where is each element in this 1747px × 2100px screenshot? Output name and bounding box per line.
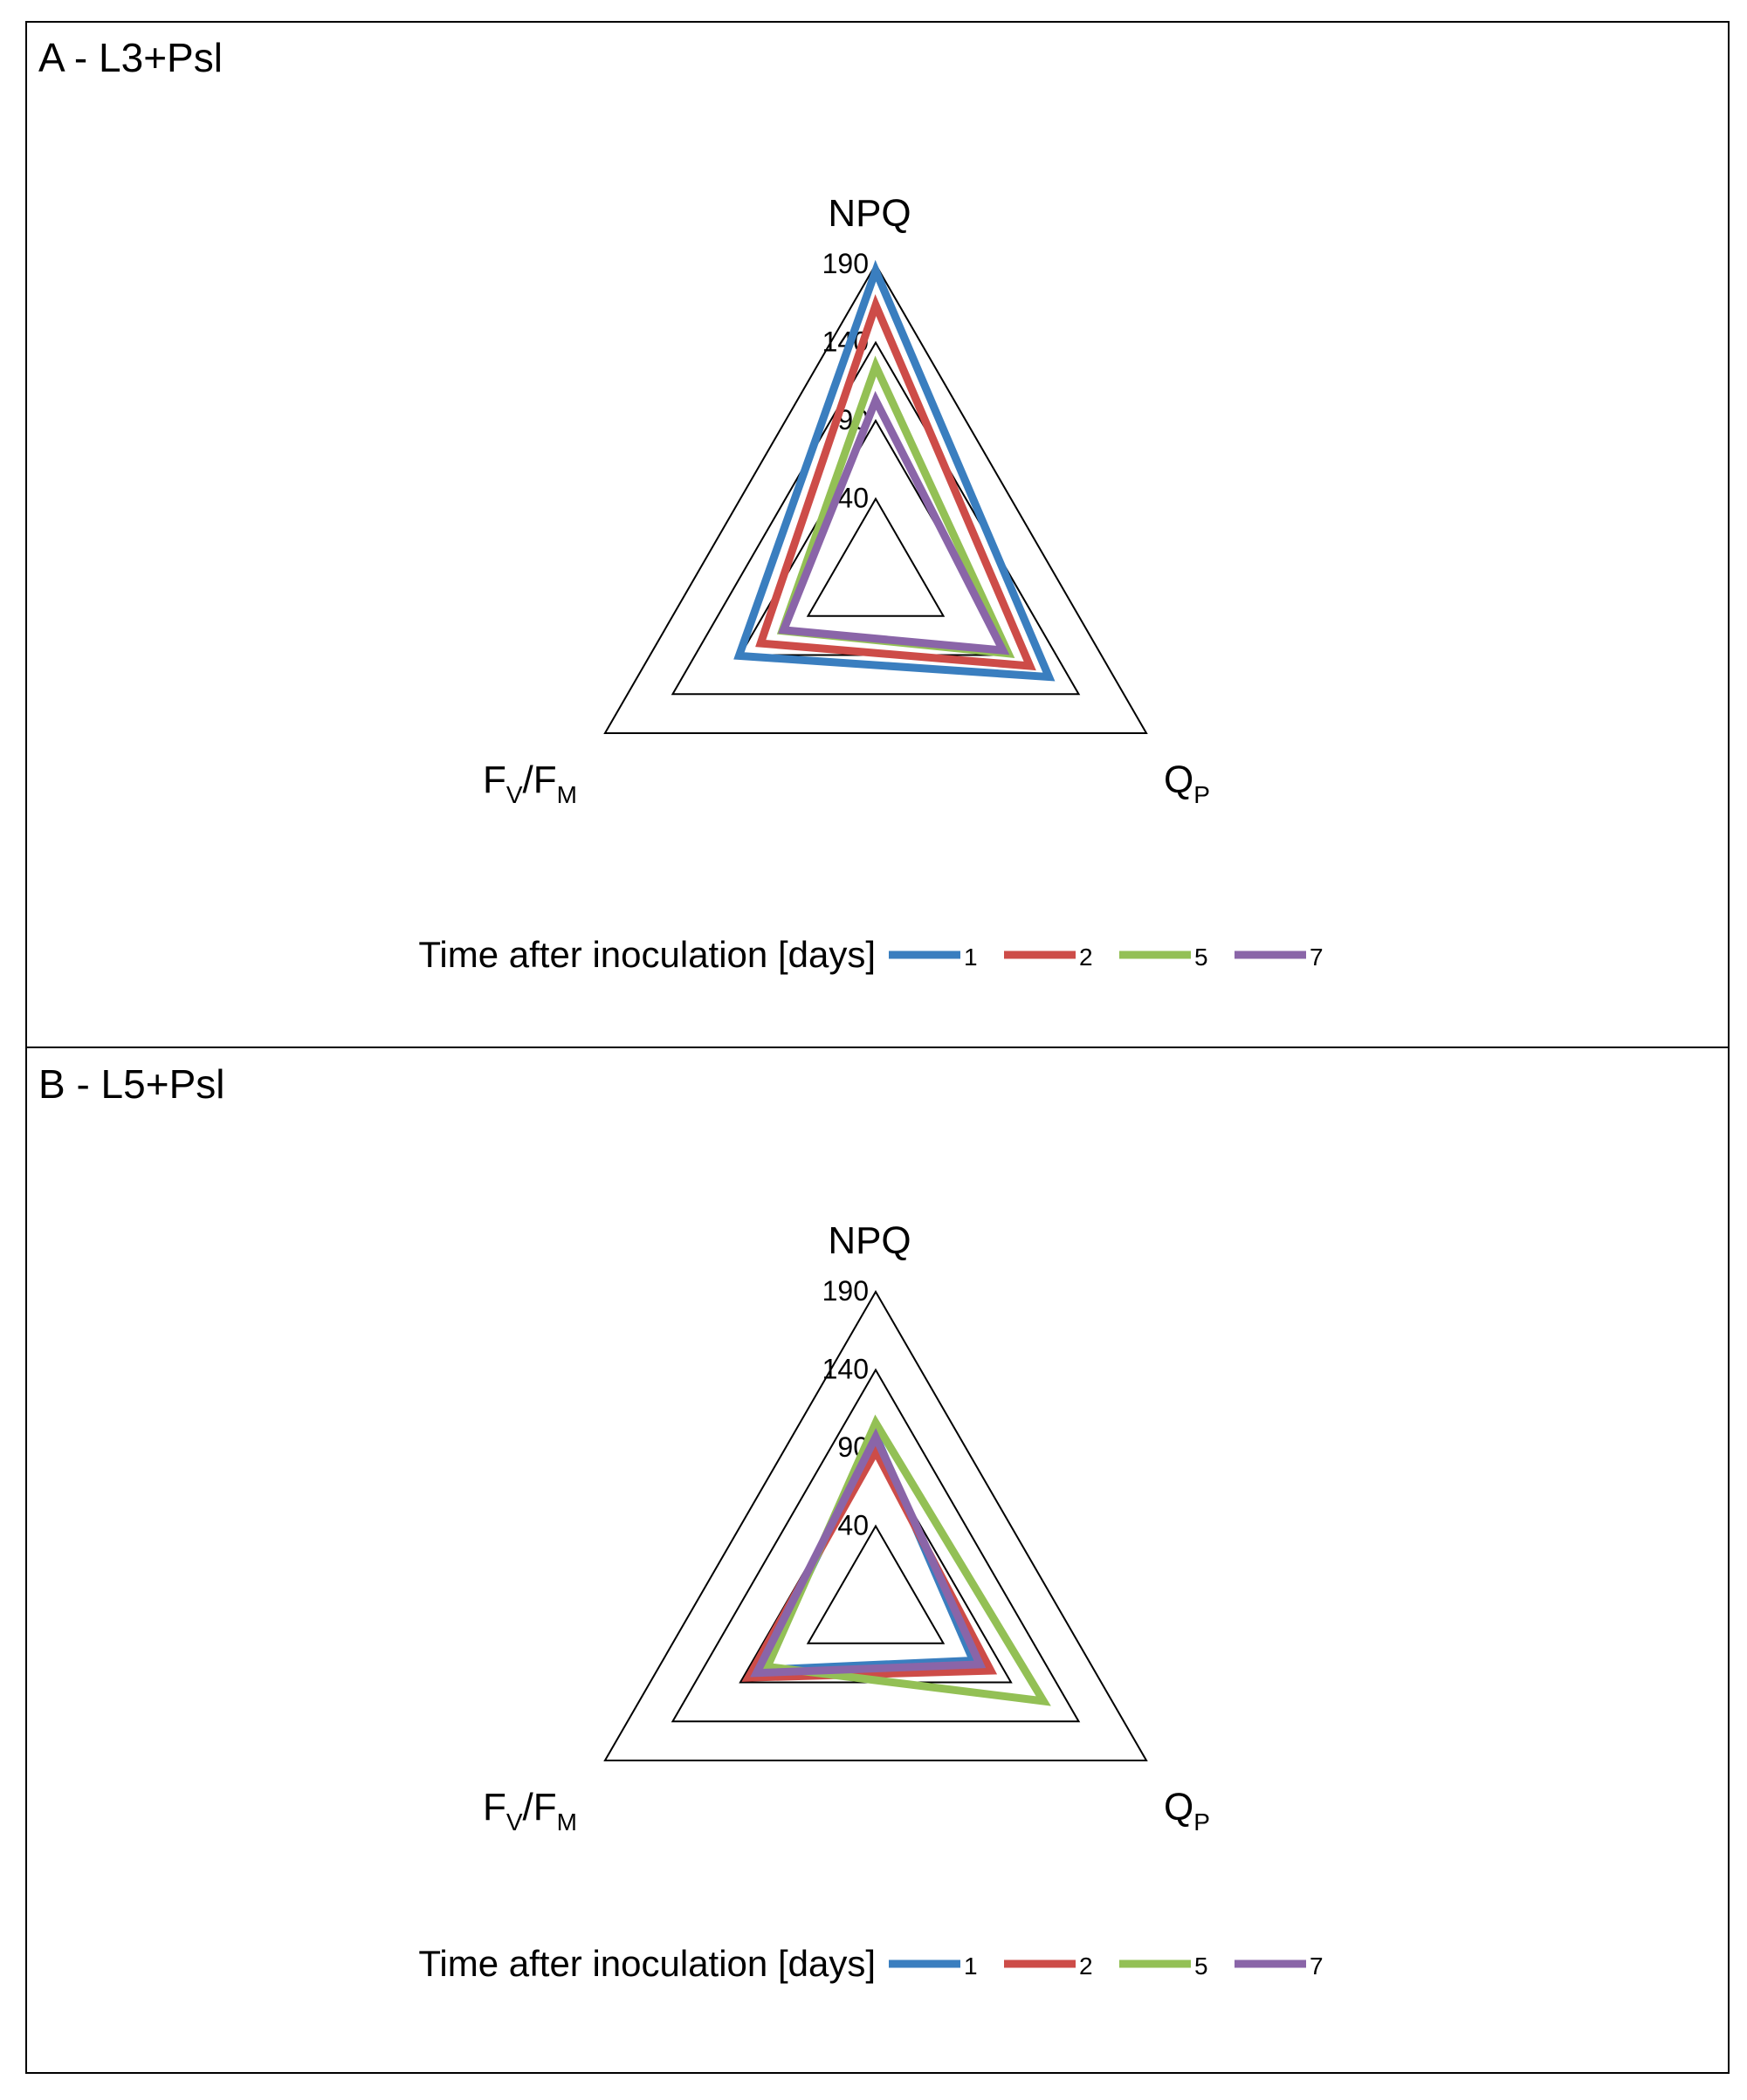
axis-label-fvfm: FV/FM — [483, 1786, 577, 1836]
tick-label: 140 — [822, 1354, 869, 1385]
series-7-polygon — [778, 390, 1010, 655]
tick-label: 190 — [822, 1275, 869, 1307]
legend-label-1: 1 — [964, 1952, 978, 1980]
panel-a-border — [25, 21, 1730, 1048]
legend-label-2: 2 — [1079, 944, 1093, 971]
axis-label-npq: NPQ — [828, 1219, 911, 1262]
gridline-190 — [603, 1290, 1148, 1761]
axis-label-npq: NPQ — [828, 192, 911, 235]
legend-label-1: 1 — [964, 944, 978, 971]
series-7-polygon — [750, 1428, 987, 1678]
tick-label: 190 — [822, 248, 869, 279]
series-2-polygon — [755, 293, 1036, 671]
gridline-140 — [671, 1368, 1081, 1723]
gridline-190 — [603, 263, 1148, 734]
axis-label-qp: QP — [1164, 1786, 1210, 1836]
gridline-40 — [806, 1524, 946, 1644]
axis-label-qp: QP — [1164, 758, 1210, 808]
panel-title: A - L3+Psl — [38, 35, 223, 80]
legend-label-7: 7 — [1310, 1952, 1324, 1980]
legend-title: Time after inoculation [days] — [418, 934, 876, 975]
legend-label-5: 5 — [1194, 1952, 1208, 1980]
panel-b-border — [25, 1047, 1730, 2074]
legend-label-7: 7 — [1310, 944, 1324, 971]
gridline-40 — [806, 497, 946, 617]
legend-title: Time after inoculation [days] — [418, 1943, 876, 1984]
series-1-polygon — [733, 259, 1056, 682]
axis-label-fvfm: FV/FM — [483, 758, 577, 808]
legend-label-2: 2 — [1079, 1952, 1093, 1980]
legend-label-5: 5 — [1194, 944, 1208, 971]
panel-title: B - L5+Psl — [38, 1061, 225, 1107]
